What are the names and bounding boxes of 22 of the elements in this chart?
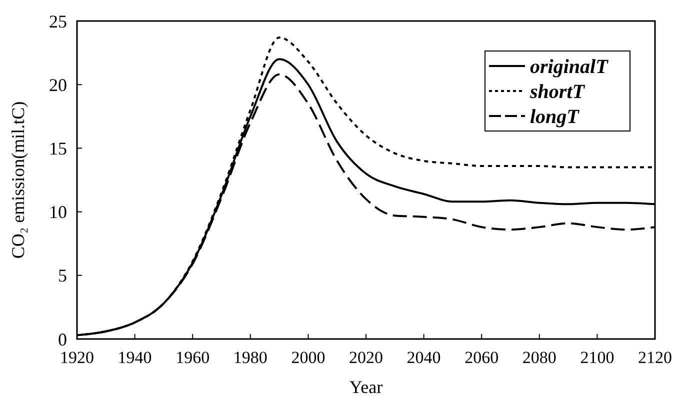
x-tick-label: 1960 <box>176 348 210 367</box>
x-tick-label: 2060 <box>464 348 499 367</box>
y-tick-label: 20 <box>49 74 67 95</box>
y-tick-label: 25 <box>49 11 67 32</box>
x-tick-label: 2000 <box>291 348 326 367</box>
y-tick-label: 5 <box>58 266 67 286</box>
x-tick-label: 2040 <box>406 348 441 367</box>
y-tick-label: 0 <box>58 329 67 350</box>
y-tick-label: 10 <box>49 202 67 222</box>
y-axis-title: CO₂ emission(mil.tC) <box>8 101 28 259</box>
x-tick-label: 1940 <box>118 348 152 367</box>
x-tick-label: 2020 <box>349 348 383 367</box>
x-tick-label: 2120 <box>638 348 672 367</box>
legend-label: longT <box>530 106 580 128</box>
x-tick-label: 2080 <box>522 348 556 367</box>
x-tick-label: 1920 <box>60 348 94 367</box>
legend-label: originalT <box>530 56 609 78</box>
x-axis-title: Year <box>349 377 383 397</box>
x-tick-label: 1980 <box>233 348 268 367</box>
legend-label: shortT <box>529 81 586 103</box>
x-tick-label: 2100 <box>580 348 614 367</box>
y-tick-label: 15 <box>49 138 67 158</box>
